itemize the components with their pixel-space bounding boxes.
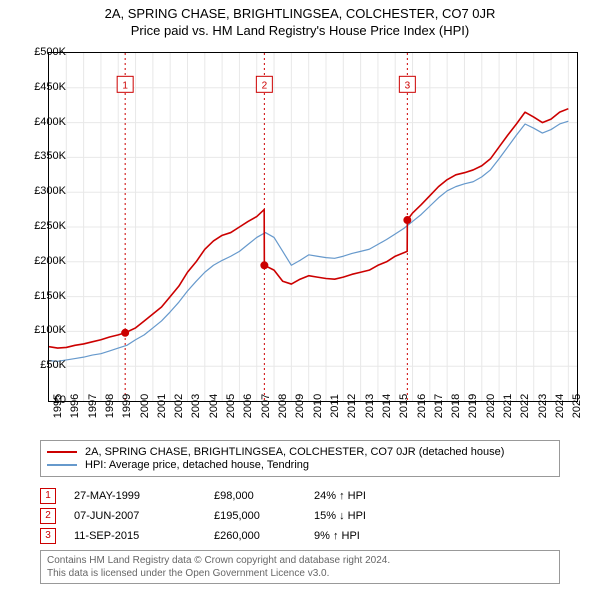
x-tick-label: 1998	[104, 394, 116, 418]
chart-title-sub: Price paid vs. HM Land Registry's House …	[0, 23, 600, 38]
sale-change: 15% ↓ HPI	[314, 510, 414, 522]
sale-marker-icon: 1	[40, 488, 56, 504]
legend-row: HPI: Average price, detached house, Tend…	[47, 459, 553, 471]
x-tick-label: 1996	[69, 394, 81, 418]
y-tick-label: £400K	[22, 116, 66, 128]
footer-line1: Contains HM Land Registry data © Crown c…	[47, 554, 553, 567]
x-tick-label: 2017	[433, 394, 445, 418]
y-tick-label: £500K	[22, 46, 66, 58]
sale-date: 07-JUN-2007	[74, 510, 214, 522]
x-tick-label: 2005	[225, 394, 237, 418]
x-tick-label: 2016	[416, 394, 428, 418]
x-tick-label: 2001	[156, 394, 168, 418]
y-tick-label: £150K	[22, 290, 66, 302]
sale-date: 27-MAY-1999	[74, 490, 214, 502]
x-tick-label: 2024	[554, 394, 566, 418]
x-tick-label: 2018	[450, 394, 462, 418]
footer-line2: This data is licensed under the Open Gov…	[47, 567, 553, 580]
legend-box: 2A, SPRING CHASE, BRIGHTLINGSEA, COLCHES…	[40, 440, 560, 477]
x-tick-label: 2010	[312, 394, 324, 418]
sale-change: 9% ↑ HPI	[314, 530, 414, 542]
y-tick-label: £250K	[22, 220, 66, 232]
x-tick-label: 2013	[364, 394, 376, 418]
x-tick-label: 2000	[139, 394, 151, 418]
y-tick-label: £100K	[22, 324, 66, 336]
footer-attribution: Contains HM Land Registry data © Crown c…	[40, 550, 560, 584]
chart-container: 2A, SPRING CHASE, BRIGHTLINGSEA, COLCHES…	[0, 0, 600, 590]
sales-table: 1 27-MAY-1999 £98,000 24% ↑ HPI 2 07-JUN…	[40, 486, 414, 546]
x-tick-label: 2019	[467, 394, 479, 418]
x-tick-label: 2008	[277, 394, 289, 418]
x-tick-label: 2004	[208, 394, 220, 418]
svg-text:2: 2	[262, 80, 268, 91]
sale-price: £260,000	[214, 530, 314, 542]
y-tick-label: £200K	[22, 255, 66, 267]
x-tick-label: 2012	[346, 394, 358, 418]
x-tick-label: 2007	[260, 394, 272, 418]
x-tick-label: 2020	[485, 394, 497, 418]
sale-price: £98,000	[214, 490, 314, 502]
x-tick-label: 1997	[87, 394, 99, 418]
x-tick-label: 2014	[381, 394, 393, 418]
sales-row: 3 11-SEP-2015 £260,000 9% ↑ HPI	[40, 526, 414, 546]
x-tick-label: 2022	[519, 394, 531, 418]
x-tick-label: 2021	[502, 394, 514, 418]
sale-marker-icon: 3	[40, 528, 56, 544]
legend-swatch-series1	[47, 451, 77, 453]
legend-swatch-series2	[47, 464, 77, 466]
x-tick-label: 2025	[571, 394, 583, 418]
y-tick-label: £350K	[22, 150, 66, 162]
title-block: 2A, SPRING CHASE, BRIGHTLINGSEA, COLCHES…	[0, 0, 600, 38]
sale-marker-icon: 2	[40, 508, 56, 524]
y-tick-label: £50K	[22, 359, 66, 371]
svg-text:3: 3	[405, 80, 411, 91]
sale-date: 11-SEP-2015	[74, 530, 214, 542]
x-tick-label: 2006	[242, 394, 254, 418]
sale-change: 24% ↑ HPI	[314, 490, 414, 502]
y-tick-label: £450K	[22, 81, 66, 93]
svg-text:1: 1	[122, 80, 128, 91]
sales-row: 1 27-MAY-1999 £98,000 24% ↑ HPI	[40, 486, 414, 506]
sale-price: £195,000	[214, 510, 314, 522]
legend-label-series1: 2A, SPRING CHASE, BRIGHTLINGSEA, COLCHES…	[85, 446, 504, 458]
chart-plot-area: 1 2 3	[48, 52, 578, 402]
x-tick-label: 2023	[537, 394, 549, 418]
legend-row: 2A, SPRING CHASE, BRIGHTLINGSEA, COLCHES…	[47, 446, 553, 458]
chart-svg: 1 2 3	[49, 53, 577, 401]
sales-row: 2 07-JUN-2007 £195,000 15% ↓ HPI	[40, 506, 414, 526]
x-tick-label: 2009	[294, 394, 306, 418]
x-tick-label: 2003	[190, 394, 202, 418]
x-tick-label: 2011	[329, 394, 341, 418]
x-tick-label: 1995	[52, 394, 64, 418]
chart-title-main: 2A, SPRING CHASE, BRIGHTLINGSEA, COLCHES…	[0, 6, 600, 21]
x-tick-label: 1999	[121, 394, 133, 418]
legend-label-series2: HPI: Average price, detached house, Tend…	[85, 459, 309, 471]
y-tick-label: £300K	[22, 185, 66, 197]
x-tick-label: 2002	[173, 394, 185, 418]
x-tick-label: 2015	[398, 394, 410, 418]
